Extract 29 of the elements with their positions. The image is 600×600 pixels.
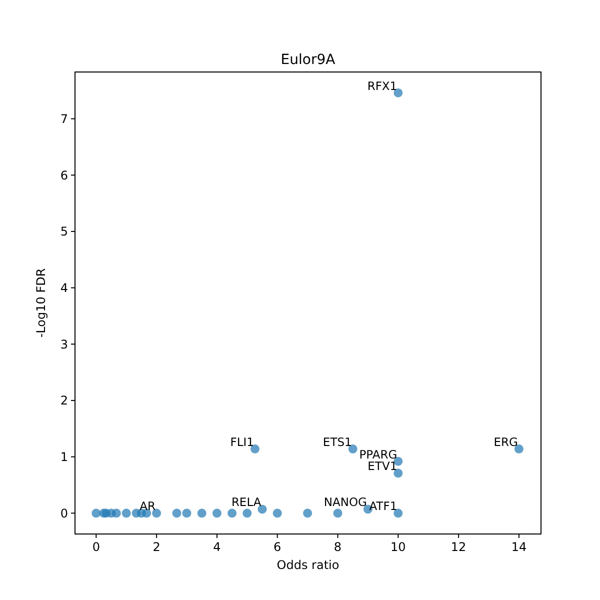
x-tick-label: 6 [274,540,282,554]
annotation: ATF1 [369,499,398,514]
y-tick-label: 1 [60,450,68,464]
annotation: PPARG [359,447,398,462]
x-tick-label: 12 [450,540,466,554]
y-tick-label: 6 [60,168,68,182]
annotation: RELA [231,495,262,510]
y-tick-label: 7 [60,112,68,126]
chart-title: Eulor9A [280,52,336,68]
x-tick-label: 10 [390,540,406,554]
y-tick-label: 2 [60,394,68,408]
annotation: ETV1 [368,459,398,474]
x-tick-label: 0 [92,540,100,554]
x-tick-label: 2 [152,540,160,554]
annotation: NANOG [324,495,367,510]
y-tick-label: 3 [60,337,68,352]
annotation: ETS1 [322,434,352,449]
y-tick-label: 5 [60,224,68,239]
x-tick-label: 14 [511,540,527,554]
y-axis-title: -Log10 FDR [34,268,48,338]
y-tick-label: 0 [60,506,68,520]
x-tick-label: 8 [334,540,342,554]
x-axis-title: Odds ratio [276,558,340,572]
annotation: FLI1 [230,434,254,449]
annotation: AR [140,499,156,514]
x-tick-label: 4 [213,540,221,554]
y-tick-label: 4 [60,280,68,295]
annotation: ERG [494,434,518,449]
annotation: RFX1 [367,78,398,93]
